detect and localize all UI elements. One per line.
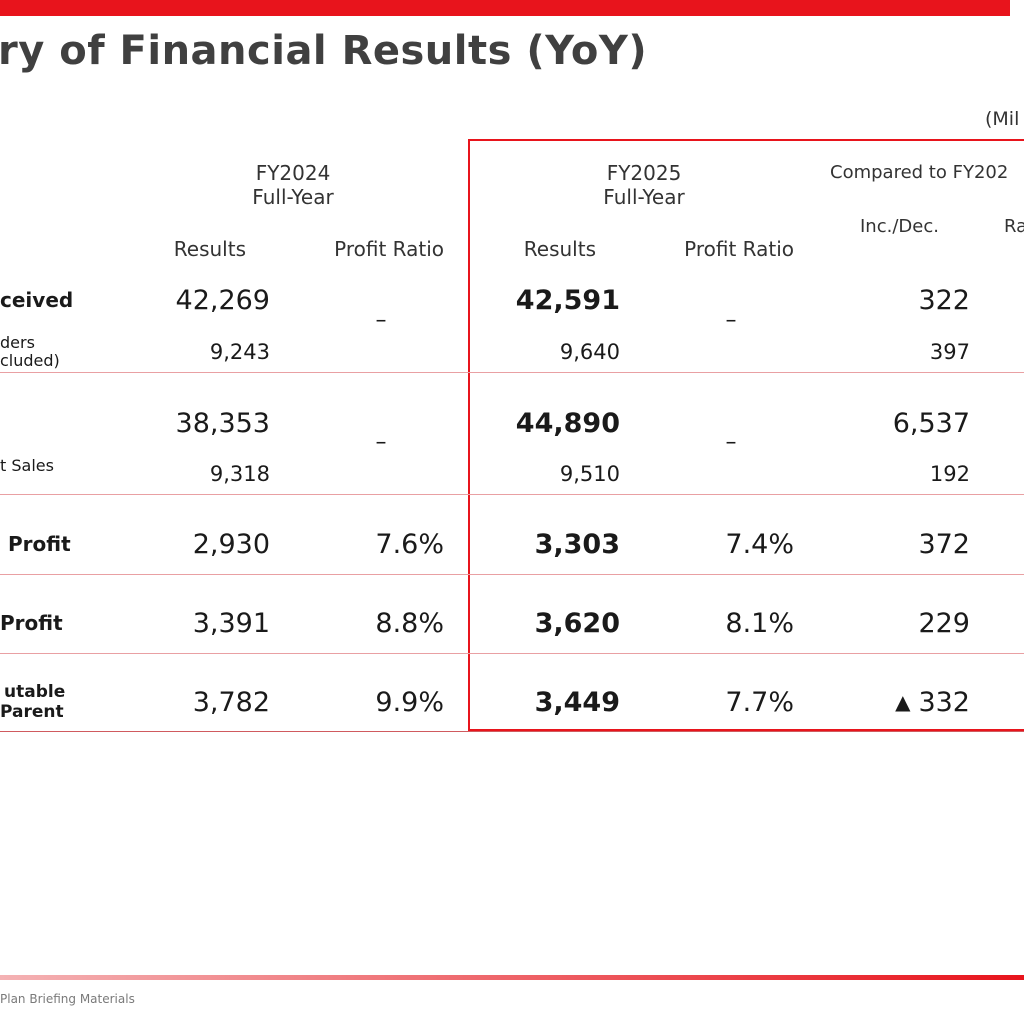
op-profit-incdec: 372 [918, 529, 970, 560]
ord-profit-fy2025-ratio: 8.1% [725, 608, 794, 639]
sales-fy2025-ratio: – [725, 430, 737, 455]
fy2024-header: FY2024 Full-Year [218, 161, 368, 209]
row-divider [0, 653, 1024, 654]
op-profit-fy2025: 3,303 [534, 529, 620, 560]
sales-incdec-sub: 192 [929, 462, 970, 486]
op-profit-fy2025-ratio: 7.4% [725, 529, 794, 560]
row-label-op-profit: Profit [8, 532, 71, 556]
row-label-ord-profit: Profit [0, 611, 63, 635]
net-profit-fy2025: 3,449 [534, 687, 620, 718]
fy2025-year: FY2025 [606, 161, 682, 185]
row-sublabel-orders-1: ders [0, 333, 35, 352]
row-sublabel-sales: t Sales [0, 456, 54, 475]
unit-label: (Mil [985, 108, 1020, 130]
col-header-results-fy2025: Results [523, 237, 596, 261]
footer-text: Plan Briefing Materials [0, 992, 135, 1006]
sales-fy2024: 38,353 [175, 408, 270, 439]
row-label-net-profit-2: Parent [0, 702, 64, 722]
net-profit-fy2025-ratio: 7.7% [725, 687, 794, 718]
row-divider [0, 494, 1024, 495]
compared-header: Compared to FY202 [830, 162, 1009, 183]
col-header-ratio-fy2024: Profit Ratio [334, 237, 444, 261]
orders-fy2024: 42,269 [175, 285, 270, 316]
row-divider [0, 372, 1024, 373]
col-header-rate: Ra [1004, 216, 1024, 237]
orders-fy2025-ratio: – [725, 308, 737, 333]
ord-profit-fy2025: 3,620 [534, 608, 620, 639]
table-bottom-line [0, 731, 1024, 732]
orders-fy2025: 42,591 [515, 285, 620, 316]
sales-fy2025-sub: 9,510 [559, 462, 620, 486]
net-profit-fy2024-ratio: 9.9% [375, 687, 444, 718]
orders-fy2024-ratio: – [375, 308, 387, 333]
fy2025-header: FY2025 Full-Year [569, 161, 719, 209]
decrease-triangle-icon: ▲ [895, 690, 911, 714]
fy2025-highlight-box [468, 139, 1024, 731]
row-label-orders: ceived [0, 288, 74, 312]
op-profit-fy2024-ratio: 7.6% [375, 529, 444, 560]
sales-fy2024-sub: 9,318 [209, 462, 270, 486]
bottom-accent-bar [0, 975, 1024, 980]
row-sublabel-orders: ders cluded) [0, 334, 60, 370]
row-sublabel-orders-2: cluded) [0, 351, 60, 370]
op-profit-fy2024: 2,930 [192, 529, 270, 560]
sales-fy2025: 44,890 [515, 408, 620, 439]
net-profit-incdec-value: 332 [918, 687, 970, 718]
orders-incdec: 322 [918, 285, 970, 316]
fy2024-period: Full-Year [252, 185, 334, 209]
sales-incdec: 6,537 [892, 408, 970, 439]
col-header-ratio-fy2025: Profit Ratio [684, 237, 794, 261]
ord-profit-incdec: 229 [918, 608, 970, 639]
orders-incdec-sub: 397 [929, 340, 970, 364]
col-header-results-fy2024: Results [173, 237, 246, 261]
page-title: ry of Financial Results (YoY) [0, 28, 648, 74]
fy2024-year: FY2024 [255, 161, 331, 185]
ord-profit-fy2024: 3,391 [192, 608, 270, 639]
sales-fy2024-ratio: – [375, 430, 387, 455]
net-profit-incdec: ▲ 332 [820, 687, 970, 718]
top-accent-bar [0, 0, 1010, 16]
row-label-net-profit-1: utable [4, 682, 66, 702]
ord-profit-fy2024-ratio: 8.8% [375, 608, 444, 639]
fy2025-period: Full-Year [603, 185, 685, 209]
row-label-net-profit: utable Parent [0, 682, 65, 722]
net-profit-fy2024: 3,782 [192, 687, 270, 718]
col-header-incdec: Inc./Dec. [860, 216, 939, 237]
orders-fy2024-sub: 9,243 [209, 340, 270, 364]
orders-fy2025-sub: 9,640 [559, 340, 620, 364]
row-divider [0, 574, 1024, 575]
